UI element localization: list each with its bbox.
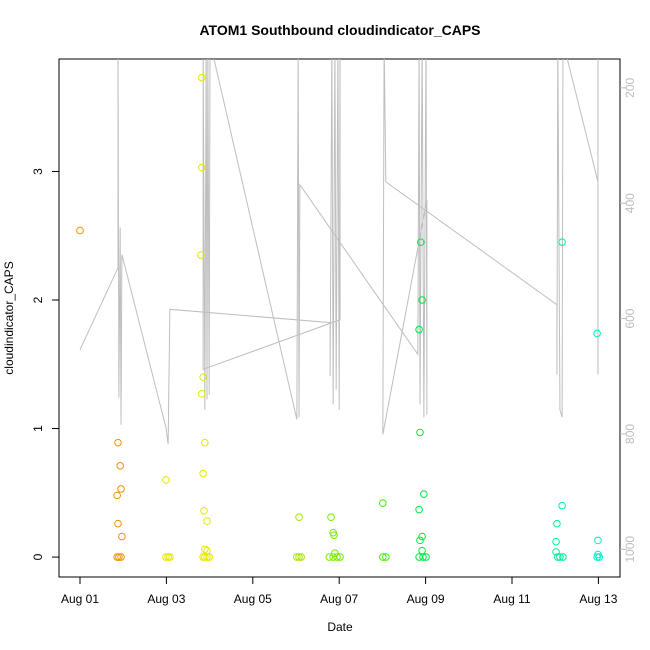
- point: [295, 553, 303, 561]
- y-axis-title: cloudindicator_CAPS: [2, 261, 16, 374]
- point: [331, 549, 339, 558]
- point: [559, 553, 567, 561]
- point: [115, 553, 123, 561]
- point: [201, 545, 209, 554]
- point: [415, 325, 423, 334]
- point: [166, 553, 174, 561]
- point: [419, 553, 427, 561]
- x-tick-label: Aug 01: [61, 592, 99, 606]
- point: [117, 553, 125, 561]
- y2-tick-label: 400: [623, 193, 637, 213]
- y2-tick-label: 1000: [623, 536, 637, 563]
- point: [199, 469, 207, 478]
- point: [118, 532, 126, 541]
- point: [295, 513, 303, 522]
- point: [293, 553, 301, 561]
- point: [594, 536, 602, 545]
- point: [416, 428, 424, 437]
- point: [415, 505, 423, 514]
- point: [415, 553, 423, 561]
- point: [162, 553, 170, 561]
- point: [199, 373, 207, 381]
- point: [76, 226, 84, 235]
- point: [379, 553, 387, 561]
- point: [553, 553, 562, 561]
- point: [201, 553, 209, 561]
- plot-area: [76, 59, 604, 561]
- point: [198, 163, 206, 172]
- point: [595, 553, 604, 561]
- point: [203, 553, 211, 561]
- y-tick-label: 2: [31, 296, 45, 303]
- point: [558, 238, 566, 246]
- point: [113, 491, 121, 500]
- point: [117, 485, 125, 493]
- y-tick-label: 1: [31, 425, 45, 432]
- point: [333, 553, 341, 561]
- point: [162, 476, 170, 484]
- point: [556, 553, 564, 561]
- point: [297, 553, 305, 561]
- point: [327, 513, 335, 522]
- point: [329, 553, 337, 561]
- y-tick-label: 0: [31, 553, 45, 560]
- chart-title: ATOM1 Southbound cloudindicator_CAPS: [199, 22, 480, 38]
- point: [325, 553, 334, 561]
- point: [418, 296, 426, 304]
- point: [198, 390, 206, 398]
- x-tick-label: Aug 07: [320, 592, 358, 606]
- point: [203, 546, 211, 555]
- point: [330, 531, 338, 540]
- x-tick-label: Aug 05: [234, 592, 272, 606]
- line-series: [79, 59, 599, 445]
- point: [198, 73, 206, 82]
- point: [336, 553, 344, 561]
- x-tick-label: Aug 09: [407, 592, 445, 606]
- x-tick-label: Aug 13: [579, 592, 617, 606]
- point: [418, 546, 426, 555]
- point: [558, 501, 566, 510]
- point: [417, 238, 425, 246]
- point: [552, 548, 560, 556]
- point: [422, 553, 430, 561]
- y2-tick-label: 800: [623, 424, 637, 444]
- point: [203, 517, 211, 525]
- y2-tick-label: 200: [623, 78, 637, 98]
- point: [201, 438, 209, 447]
- point: [379, 499, 387, 507]
- point: [197, 251, 205, 259]
- y2-tick-label: 600: [623, 308, 637, 328]
- x-tick-label: Aug 03: [147, 592, 185, 606]
- point: [205, 553, 213, 561]
- point: [116, 462, 124, 470]
- point: [593, 553, 601, 561]
- point: [420, 490, 428, 498]
- point: [593, 329, 601, 338]
- point: [552, 537, 560, 546]
- point: [416, 536, 424, 545]
- point: [382, 553, 390, 561]
- x-axis-title: Date: [327, 620, 353, 634]
- point: [114, 519, 122, 528]
- point: [553, 519, 561, 528]
- point: [200, 507, 208, 515]
- y-tick-label: 3: [31, 168, 45, 175]
- point: [114, 438, 122, 447]
- x-tick-label: Aug 11: [493, 592, 530, 606]
- point: [418, 532, 426, 541]
